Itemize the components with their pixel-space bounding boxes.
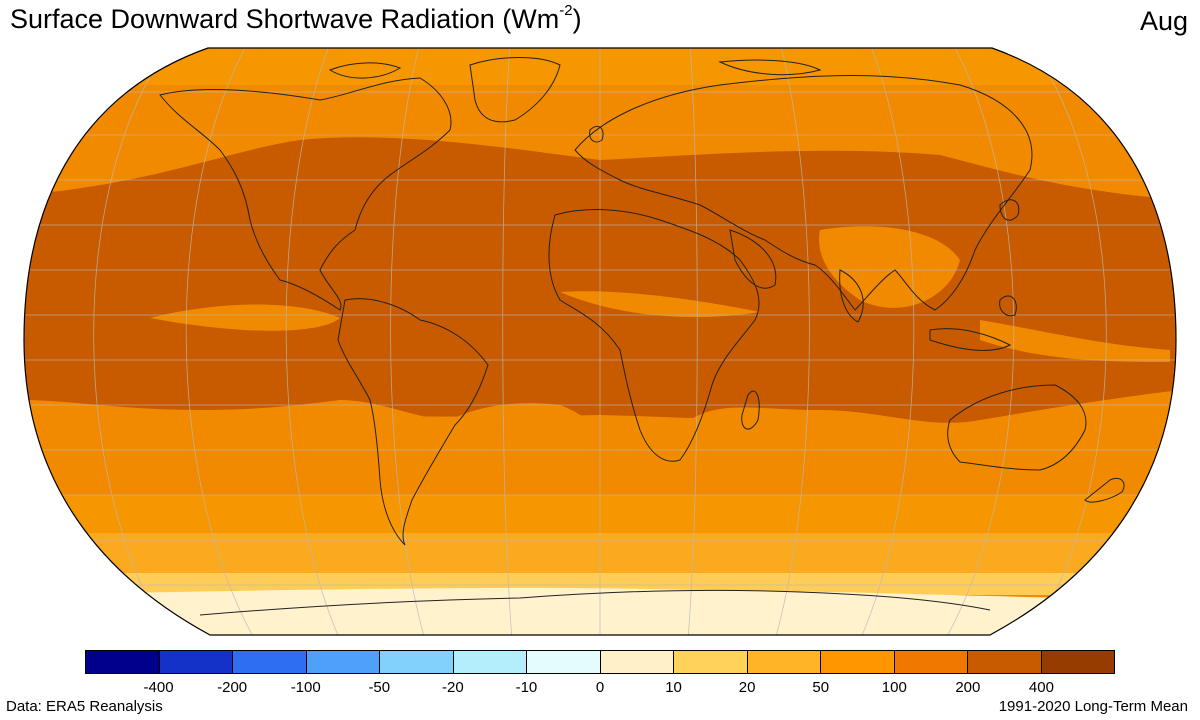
colorbar-tick-label: 400 [1028,679,1054,696]
colorbar-cell [306,651,380,673]
map-title: Surface Downward Shortwave Radiation (Wm… [10,2,582,34]
graticule [24,48,1176,635]
colorbar-cell [674,651,748,673]
colorbar-tick-label: 20 [738,679,756,696]
colorbar-cell [968,651,1042,673]
colorbar-cell [86,651,160,673]
colorbar-tick-label: -10 [515,679,538,696]
colorbar-cell [527,651,601,673]
world-map [23,47,1177,636]
colorbar-tick-label: 0 [595,679,605,696]
colorbar-tick-label: -20 [442,679,464,696]
colorbar-cell [380,651,454,673]
data-source-label: Data: ERA5 Reanalysis [6,698,163,715]
colorbar-tick-label: 10 [665,679,682,696]
colorbar-cell [747,651,821,673]
colorbar-cell [453,651,527,673]
colorbar-tick-label: 100 [881,679,907,696]
title-superscript: -2 [559,2,573,19]
colorbar-tick-label: -400 [143,679,174,696]
colorbar-tick-label: -100 [290,679,321,696]
month-label: Aug [1139,6,1188,36]
colorbar-tick-label: -50 [368,679,391,696]
colorbar-cell [821,651,895,673]
map-boundary [23,47,1177,636]
coastlines [159,57,1125,616]
period-label: 1991-2020 Long-Term Mean [998,698,1188,715]
colorbar [85,650,1115,674]
colorbar-ticks: -400 -200 -100 -50 -20 -10 0 10 20 50 100 200 400 [0,679,1200,697]
colorbar-cell [233,651,307,673]
colorbar-cell [159,651,233,673]
colorbar-tick-label: -200 [217,679,248,696]
colorbar-cell [894,651,968,673]
colorbar-tick-label: 50 [812,679,830,696]
colorbar-cell [600,651,674,673]
colorbar-cell [1041,651,1114,673]
colorbar-tick-label: 200 [955,679,981,696]
